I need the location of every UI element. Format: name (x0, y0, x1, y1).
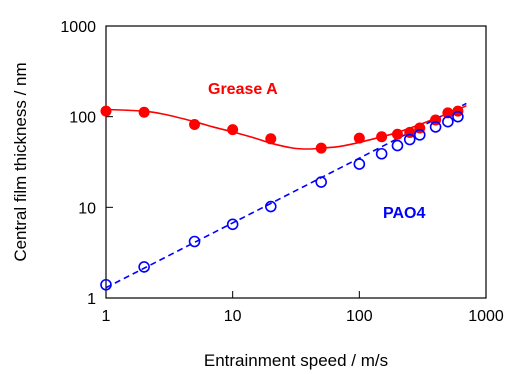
pao4-data-point (226, 218, 239, 231)
y-tick-label: 1 (87, 291, 96, 308)
pao4-data-point (100, 278, 112, 291)
x-tick-label: 1000 (468, 308, 504, 325)
grease-a-data-point (265, 133, 277, 145)
x-tick-label: 100 (346, 308, 373, 325)
pao4-data-point (353, 158, 366, 170)
y-tick-labels: 1 10 100 1000 (60, 19, 96, 308)
pao4-data-point (452, 110, 464, 123)
x-axis-title: Entrainment speed / m/s (204, 351, 388, 370)
y-tick-label: 10 (78, 200, 96, 217)
pao4-data-point (403, 133, 416, 146)
axis-ticks (105, 25, 487, 299)
grease-a-data-point (138, 106, 150, 118)
pao4-data-point (375, 147, 388, 160)
y-tick-label: 1000 (60, 19, 96, 36)
x-tick-labels: 1 10 100 1000 (102, 308, 504, 325)
series-label-grease-a: Grease A (208, 81, 278, 98)
grease-a-data-point (315, 142, 327, 154)
pao4-data-point (442, 115, 454, 128)
grease-a-data-point (100, 105, 112, 117)
pao4-data-point (413, 129, 426, 141)
pao4-data-point (264, 200, 277, 213)
grease-a-data-point (391, 128, 403, 140)
grease-a-data-point (353, 132, 365, 144)
grease-a-data-point (442, 107, 454, 119)
grease-a-fit-line (105, 105, 467, 150)
y-tick-label: 100 (69, 110, 96, 127)
x-tick-label: 1 (102, 308, 111, 325)
grease-a-data-point (227, 124, 239, 136)
data-points (100, 105, 464, 291)
pao4-data-point (315, 176, 328, 188)
pao4-data-point (188, 235, 201, 248)
pao4-data-point (138, 261, 150, 273)
pao4-data-point (391, 139, 404, 152)
pao4-fit-line (105, 102, 467, 289)
grease-a-data-point (376, 131, 388, 143)
x-tick-label: 10 (224, 308, 242, 325)
y-axis-title: Central film thickness / nm (11, 62, 30, 261)
plot-frame (105, 25, 487, 299)
series-label-pao4: PAO4 (383, 205, 425, 222)
pao4-data-point (429, 121, 442, 133)
grease-a-data-point (189, 118, 201, 130)
